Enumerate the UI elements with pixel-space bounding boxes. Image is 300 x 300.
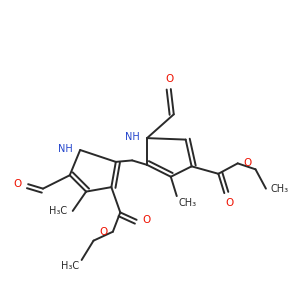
Text: CH₃: CH₃ bbox=[178, 198, 196, 208]
Text: H₃C: H₃C bbox=[49, 206, 67, 216]
Text: O: O bbox=[142, 215, 150, 225]
Text: NH: NH bbox=[58, 143, 73, 154]
Text: CH₃: CH₃ bbox=[270, 184, 289, 194]
Text: O: O bbox=[13, 179, 22, 189]
Text: H₃C: H₃C bbox=[61, 262, 79, 272]
Text: O: O bbox=[226, 198, 234, 208]
Text: O: O bbox=[165, 74, 173, 84]
Text: NH: NH bbox=[125, 132, 140, 142]
Text: O: O bbox=[243, 158, 251, 168]
Text: O: O bbox=[99, 227, 107, 237]
